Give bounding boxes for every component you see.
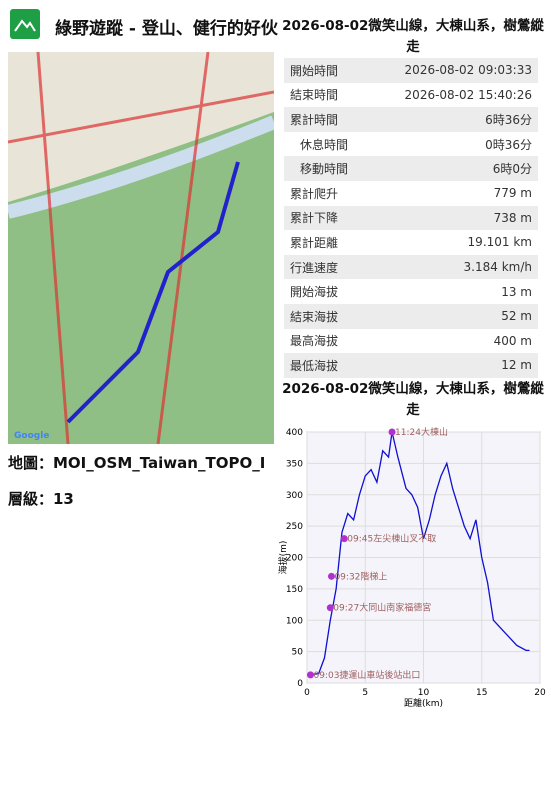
y-tick-label: 200 <box>286 554 303 564</box>
map-provider: Google <box>14 431 49 441</box>
stat-value: 6時36分 <box>485 112 532 127</box>
stat-value: 738 m <box>493 210 532 225</box>
stats-row: 開始海拔 13 m <box>284 279 538 304</box>
stats-row: 累計距離 19.101 km <box>284 230 538 255</box>
x-tick-label: 20 <box>534 688 546 698</box>
x-tick-label: 0 <box>304 688 310 698</box>
stat-label: 累計時間 <box>290 112 339 127</box>
zoom-label: 層級：13 <box>8 490 74 508</box>
map-label: 地圖：MOI_OSM_Taiwan_TOPO_I <box>8 454 266 472</box>
y-tick-label: 300 <box>286 491 303 501</box>
waypoint-label: 09:32階梯上 <box>334 570 387 582</box>
stat-value: 779 m <box>493 186 532 201</box>
x-tick-label: 5 <box>362 688 368 698</box>
y-tick-label: 100 <box>286 616 303 626</box>
stats-row: 行進速度 3.184 km/h <box>284 254 538 280</box>
waypoint <box>306 671 314 679</box>
stat-label: 結束海拔 <box>290 309 339 324</box>
stat-value: 0時36分 <box>485 137 532 152</box>
stat-label: 開始時間 <box>290 63 339 78</box>
waypoint-label: 09:03捷運山車站後站出口 <box>313 669 420 681</box>
waypoint <box>327 572 335 580</box>
x-tick-label: 15 <box>476 688 487 698</box>
stats-row: 開始時間 2026-08-02 09:03:33 <box>284 58 538 83</box>
y-tick-label: 150 <box>286 585 303 595</box>
waypoint <box>326 604 334 612</box>
waypoint <box>388 428 396 436</box>
stat-value: 2026-08-02 15:40:26 <box>404 87 532 102</box>
stats-row: 累計時間 6時36分 <box>284 107 538 132</box>
waypoint-label: 11:24大棟山 <box>395 426 448 438</box>
x-tick-label: 10 <box>418 688 430 698</box>
stat-label: 結束時間 <box>290 88 339 103</box>
stats-row: 結束時間 2026-08-02 15:40:26 <box>284 83 538 108</box>
stat-value: 3.184 km/h <box>463 260 532 275</box>
stat-label: 累計爬升 <box>290 186 339 201</box>
stat-label: 移動時間 <box>300 162 349 177</box>
stat-value: 400 m <box>493 333 532 348</box>
stats-row: 最高海拔 400 m <box>284 329 538 354</box>
stat-value: 12 m <box>501 358 532 373</box>
y-axis-label: 海拔(m) <box>277 541 289 575</box>
app-title: 綠野遊蹤 - 登山、健行的好伙 <box>55 19 278 39</box>
stat-value: 13 m <box>501 284 532 299</box>
chart-title: 2026-08-02微笑山線，大棟山系，樹鶯縱走 <box>282 381 544 418</box>
y-tick-label: 250 <box>286 522 303 532</box>
waypoint-label: 09:27大同山南家福德宮 <box>333 602 431 614</box>
stats-row: 累計下降 738 m <box>284 205 538 231</box>
waypoint-label: 09:45左尖棟山叉不取 <box>347 533 436 545</box>
waypoint <box>340 535 348 543</box>
y-tick-label: 0 <box>297 679 303 689</box>
stat-value: 2026-08-02 09:03:33 <box>404 63 532 78</box>
stat-label: 休息時間 <box>300 137 349 152</box>
elevation-chart: 0 50 100 150 200 250 300 350 400 0 5 10 15 20 距離(km) 海拔… <box>277 426 546 709</box>
stat-value: 19.101 km <box>467 235 532 250</box>
y-tick-label: 50 <box>292 648 304 658</box>
stat-label: 最高海拔 <box>290 334 339 349</box>
stat-label: 累計下降 <box>290 211 339 226</box>
stat-label: 累計距離 <box>290 235 339 250</box>
stat-value: 52 m <box>501 309 532 324</box>
y-tick-label: 400 <box>286 428 303 438</box>
stats-row: 最低海拔 12 m <box>284 353 538 378</box>
stats-row: 結束海拔 52 m <box>284 303 538 329</box>
app-icon <box>10 9 40 39</box>
stats-table: 開始時間 2026-08-02 09:03:33 結束時間 2026-08-02 15… <box>284 58 538 378</box>
elevation-line <box>306 431 530 676</box>
stats-title: 2026-08-02微笑山線，大棟山系，樹鶯縱走 <box>282 18 544 55</box>
stat-value: 6時0分 <box>492 162 532 177</box>
stats-row: 累計爬升 779 m <box>284 181 538 206</box>
map: Google <box>8 52 274 444</box>
y-tick-label: 350 <box>286 459 303 469</box>
stats-row: 移動時間 6時0分 <box>284 156 538 181</box>
stat-label: 行進速度 <box>290 260 339 275</box>
stats-row: 休息時間 0時36分 <box>284 132 538 157</box>
stat-label: 最低海拔 <box>290 358 339 373</box>
x-axis-label: 距離(km) <box>404 697 443 709</box>
stat-label: 開始海拔 <box>290 285 339 300</box>
